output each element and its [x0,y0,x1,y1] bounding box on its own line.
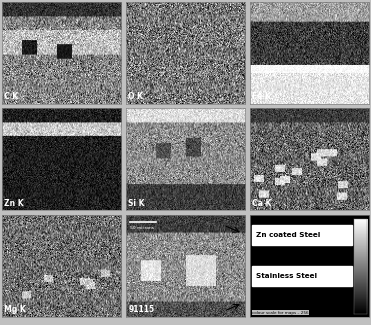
Text: 91115: 91115 [128,305,154,314]
FancyBboxPatch shape [252,225,352,245]
Text: Ca K: Ca K [252,199,272,208]
Text: Zn coated Steel: Zn coated Steel [256,232,320,238]
Text: colour scale for maps – 256: colour scale for maps – 256 [252,311,309,315]
Text: O K: O K [128,92,143,101]
Text: Si K: Si K [128,199,145,208]
Text: 50 microns: 50 microns [130,226,154,230]
Text: Mg K: Mg K [4,305,26,314]
FancyBboxPatch shape [252,266,352,286]
Text: C K: C K [4,92,19,101]
Text: Fe K: Fe K [252,92,271,101]
Text: Zn K: Zn K [4,199,24,208]
Text: Stainless Steel: Stainless Steel [256,273,317,279]
